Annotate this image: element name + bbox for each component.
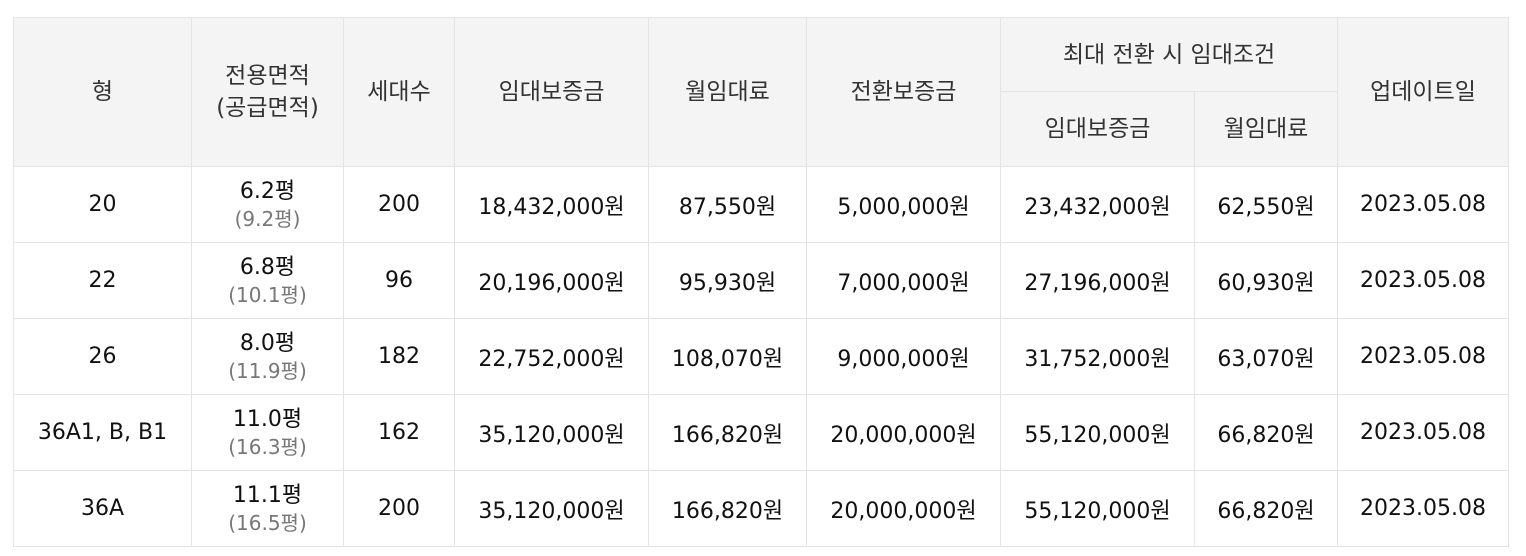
cell-conversion-deposit: 20,000,000원	[806, 394, 1001, 471]
cell-monthly: 95,930원	[648, 242, 807, 319]
cell-updated: 2023.05.08	[1337, 394, 1509, 471]
cell-area: 8.0평 (11.9평)	[191, 318, 344, 395]
table-row: 20 6.2평 (9.2평) 200 18,432,000원 87,550원 5,000,0…	[13, 166, 1509, 243]
cell-type: 26	[13, 318, 192, 395]
cell-updated: 2023.05.08	[1337, 242, 1509, 319]
cell-deposit: 20,196,000원	[454, 242, 649, 319]
cell-type: 20	[13, 166, 192, 243]
cell-area: 6.8평 (10.1평)	[191, 242, 344, 319]
cell-max-monthly: 66,820원	[1194, 470, 1338, 547]
cell-max-deposit: 55,120,000원	[1000, 394, 1195, 471]
cell-updated: 2023.05.08	[1337, 470, 1509, 547]
cell-type: 36A1, B, B1	[13, 394, 192, 471]
cell-households: 200	[343, 470, 455, 547]
cell-area: 11.0평 (16.3평)	[191, 394, 344, 471]
header-row-2: 임대보증금 월임대료	[14, 91, 1509, 167]
cell-supply-area: (16.3평)	[228, 434, 307, 459]
cell-max-monthly: 63,070원	[1194, 318, 1338, 395]
cell-households: 96	[343, 242, 455, 319]
cell-type: 22	[13, 242, 192, 319]
header-row-1: 형 전용면적 (공급면적) 세대수 임대보증금 월임대료 전환보증금 최대 전환…	[13, 17, 1509, 167]
header-monthly: 월임대료	[648, 17, 807, 167]
cell-max-deposit: 55,120,000원	[1000, 470, 1195, 547]
table-header: 형 전용면적 (공급면적) 세대수 임대보증금 월임대료 전환보증금 최대 전환…	[13, 17, 1509, 167]
header-area-exclusive: 전용면적	[225, 63, 310, 89]
header-updated: 업데이트일	[1337, 17, 1509, 167]
rental-conditions-table: 형 전용면적 (공급면적) 세대수 임대보증금 월임대료 전환보증금 최대 전환…	[13, 17, 1509, 547]
header-max-deposit: 임대보증금	[1000, 91, 1195, 167]
cell-updated: 2023.05.08	[1337, 318, 1509, 395]
rental-conditions-table-wrapper: 형 전용면적 (공급면적) 세대수 임대보증금 월임대료 전환보증금 최대 전환…	[13, 17, 1509, 547]
cell-supply-area: (11.9평)	[228, 358, 307, 383]
cell-households: 182	[343, 318, 455, 395]
cell-type: 36A	[13, 470, 192, 547]
cell-deposit: 35,120,000원	[454, 394, 649, 471]
cell-max-deposit: 27,196,000원	[1000, 242, 1195, 319]
cell-households: 162	[343, 394, 455, 471]
cell-deposit: 18,432,000원	[454, 166, 649, 243]
cell-area: 6.2평 (9.2평)	[191, 166, 344, 243]
cell-conversion-deposit: 5,000,000원	[806, 166, 1001, 243]
cell-exclusive-area: 11.1평	[232, 482, 303, 508]
header-area: 전용면적 (공급면적)	[191, 17, 344, 167]
table-row: 22 6.8평 (10.1평) 96 20,196,000원 95,930원 7,000,0…	[13, 242, 1509, 319]
cell-max-deposit: 23,432,000원	[1000, 166, 1195, 243]
cell-deposit: 35,120,000원	[454, 470, 649, 547]
table-row: 36A1, B, B1 11.0평 (16.3평) 162 35,120,000원 166…	[13, 394, 1509, 471]
cell-max-monthly: 66,820원	[1194, 394, 1338, 471]
header-max-conversion-group: 최대 전환 시 임대조건	[1000, 17, 1338, 92]
cell-conversion-deposit: 20,000,000원	[806, 470, 1001, 547]
cell-max-monthly: 62,550원	[1194, 166, 1338, 243]
cell-exclusive-area: 6.8평	[239, 254, 296, 280]
cell-updated: 2023.05.08	[1337, 166, 1509, 243]
cell-supply-area: (9.2평)	[234, 206, 301, 231]
cell-households: 200	[343, 166, 455, 243]
cell-deposit: 22,752,000원	[454, 318, 649, 395]
header-conversion-deposit: 전환보증금	[806, 17, 1001, 167]
table-row: 26 8.0평 (11.9평) 182 22,752,000원 108,070원 9,000…	[13, 318, 1509, 395]
cell-max-deposit: 31,752,000원	[1000, 318, 1195, 395]
header-type: 형	[13, 17, 192, 167]
cell-monthly: 108,070원	[648, 318, 807, 395]
cell-monthly: 87,550원	[648, 166, 807, 243]
cell-exclusive-area: 6.2평	[239, 178, 296, 204]
table-body: 20 6.2평 (9.2평) 200 18,432,000원 87,550원 5,000,0…	[13, 166, 1509, 547]
cell-exclusive-area: 11.0평	[232, 406, 303, 432]
cell-supply-area: (16.5평)	[228, 510, 307, 535]
cell-exclusive-area: 8.0평	[239, 330, 296, 356]
cell-monthly: 166,820원	[648, 470, 807, 547]
cell-conversion-deposit: 9,000,000원	[806, 318, 1001, 395]
header-area-supply: (공급면적)	[216, 95, 319, 121]
cell-supply-area: (10.1평)	[228, 282, 307, 307]
header-deposit: 임대보증금	[454, 17, 649, 167]
cell-max-monthly: 60,930원	[1194, 242, 1338, 319]
cell-area: 11.1평 (16.5평)	[191, 470, 344, 547]
header-households: 세대수	[343, 17, 455, 167]
cell-monthly: 166,820원	[648, 394, 807, 471]
table-row: 36A 11.1평 (16.5평) 200 35,120,000원 166,820원 20,…	[13, 470, 1509, 547]
header-max-monthly: 월임대료	[1194, 91, 1338, 167]
cell-conversion-deposit: 7,000,000원	[806, 242, 1001, 319]
